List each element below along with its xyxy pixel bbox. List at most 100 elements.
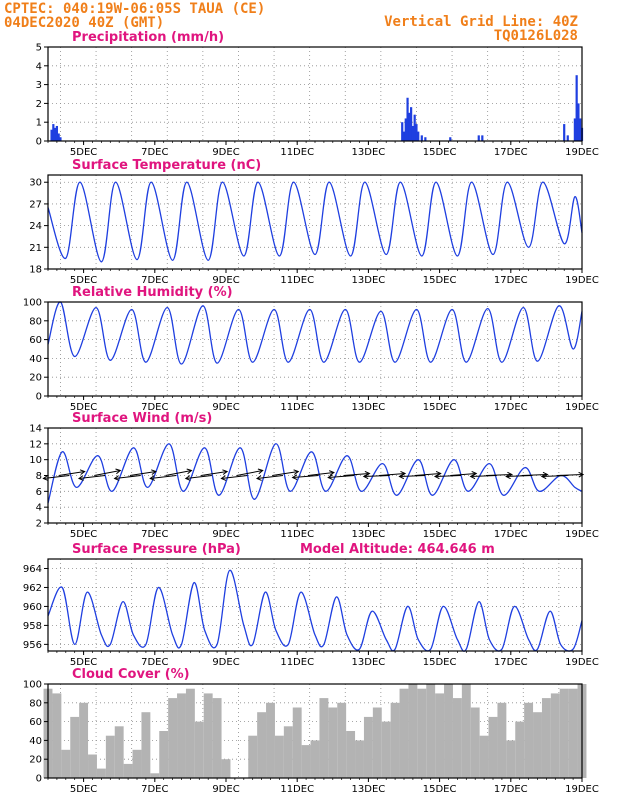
cloud-bar [194,721,204,778]
panel-cloud: Cloud Cover (%) 0 20 40 60 80 100 5DEC 7DEC 9DEC 1… [23,667,599,795]
wind-arrow [469,473,497,480]
wind-arrow-shaft [506,475,533,477]
precipitation-bar [413,114,416,141]
cloud-ytick-label: 60 [29,717,42,728]
cloud-bar [319,698,329,778]
cloud-ytick-label: 20 [29,755,42,766]
precipitation-bar [402,131,406,141]
cloud-bar [390,702,400,778]
precipitation-bar [54,127,57,141]
wind-arrow-shaft [307,472,334,476]
wind-arrow-shaft [399,475,426,477]
precipitation-bar [411,125,414,141]
wind-arrow-shaft [470,475,497,477]
wind-arrow [77,475,106,481]
cloud-bar [123,763,133,778]
wind-arrow-head [77,475,84,481]
wind-arrow [149,475,177,481]
humidity-xtick-label: 9DEC [212,402,239,413]
cloud-xtick-label: 17DEC [494,784,528,795]
wind-arrow-shaft [434,475,461,477]
wind-arrow [129,469,157,476]
cloud-bar [132,749,142,778]
cloud-xtick-label: 13DEC [352,784,386,795]
cloud-bar [470,707,480,778]
wind-arrow-head [151,469,157,475]
wind-arrow-head [149,475,155,481]
cloud-bar [533,712,542,778]
temperature-ytick-label: 27 [29,199,42,210]
humidity-xtick-label: 11DEC [280,402,314,413]
cloud-bar [381,721,391,778]
precipitation-xtick-label: 7DEC [141,147,168,158]
wind-arrow-shaft [94,470,121,476]
wind-arrow-shaft [78,475,106,479]
temperature-ytick-label: 30 [29,178,42,189]
temperature-xtick-label: 5DEC [70,275,97,286]
cloud-bar [168,698,178,778]
cloud-bar [292,707,302,778]
panel-wind: Surface Wind (m/s) 2 4 6 8 10 12 14 5DEC 7DEC 9DEC… [29,411,599,540]
cloud-bar [96,768,106,778]
cloud-bar [435,693,445,778]
wind-arrow [165,468,193,476]
temperature-xtick-label: 17DEC [494,275,528,286]
pressure-xtick-label: 7DEC [141,657,168,668]
precipitation-xtick-label: 13DEC [352,147,386,158]
temperature-ytick-label: 24 [29,221,42,232]
cloud-xtick-label: 9DEC [212,784,239,795]
cloud-ytick-label: 80 [29,698,42,709]
precipitation-xtick-label: 17DEC [494,147,528,158]
temperature-xtick-label: 7DEC [141,275,168,286]
cloud-bar [568,688,578,778]
pressure-xtick-label: 13DEC [352,657,386,668]
precipitation-bar [401,122,404,141]
wind-arrow-head [291,474,298,481]
temperature-xtick-label: 9DEC [212,275,239,286]
wind-arrow-shaft [185,475,212,479]
temperature-xtick-label: 11DEC [280,275,314,286]
wind-xtick-label: 17DEC [494,529,528,540]
wind-arrow-shaft [414,473,441,476]
cloud-bar [452,698,462,778]
cloud-xtick-label: 19DEC [565,784,599,795]
wind-arrow [398,473,426,480]
header-grid-line: Vertical Grid Line: 40Z [384,14,578,30]
wind-arrow [362,473,390,480]
precipitation-bar [481,135,484,141]
precipitation-bar [563,124,566,141]
cloud-bar [79,702,89,778]
temperature-ytick-label: 21 [29,243,42,254]
precipitation-ytick-label: 1 [36,118,42,129]
cloud-bar [408,684,418,778]
precipitation-ytick-label: 2 [36,99,42,110]
precipitation-bar [52,124,55,141]
wind-arrow-head [255,475,262,481]
cloud-bar [212,698,222,778]
cloud-bar [363,716,373,778]
wind-ytick-label: 14 [29,424,42,435]
precipitation-bar [57,133,60,141]
precipitation-bar [424,137,427,141]
wind-arrow-head [257,468,264,475]
cloud-title: Cloud Cover (%) [72,667,190,682]
humidity-xtick-label: 17DEC [494,402,528,413]
precipitation-xtick-label: 11DEC [280,147,314,158]
precipitation-ytick-label: 5 [36,43,42,54]
cloud-bar [399,688,409,778]
humidity-frame [47,301,583,397]
precipitation-bar [417,131,420,141]
wind-arrow-head [329,470,335,476]
precipitation-bar [408,112,411,141]
wind-arrow-head [578,471,585,478]
wind-arrow [272,469,300,476]
cloud-bar [283,726,293,778]
humidity-title: Relative Humidity (%) [72,285,233,300]
pressure-xtick-label: 5DEC [70,657,97,668]
wind-xtick-label: 7DEC [141,529,168,540]
wind-arrow-shaft [236,470,263,476]
wind-arrow-head [42,475,49,481]
pressure-ytick-label: 958 [23,621,42,632]
wind-arrow-shaft [256,475,284,479]
precipitation-bar [406,97,409,141]
